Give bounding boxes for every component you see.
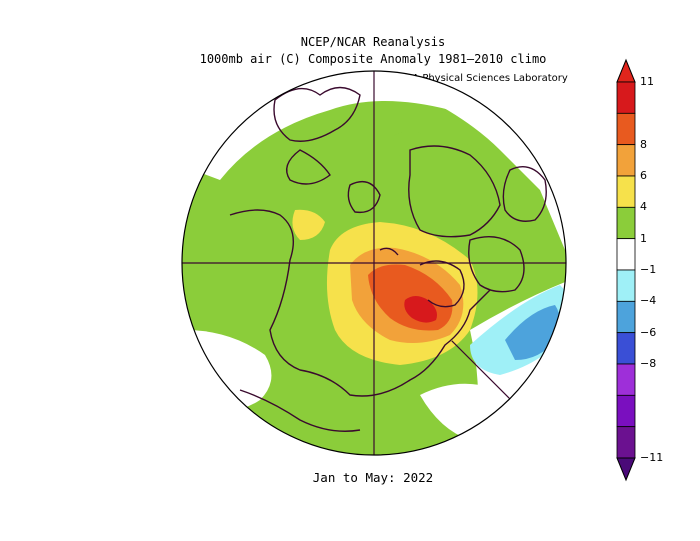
colorbar-segment xyxy=(616,206,636,240)
meridian-diagonal xyxy=(373,262,511,400)
colorbar-tick-label: 8 xyxy=(640,137,647,151)
cold-anomaly-mid xyxy=(505,305,560,360)
title-line-2: 1000mb air (C) Composite Anomaly 1981–20… xyxy=(199,52,547,66)
colorbar-tick-label: −1 xyxy=(640,263,657,276)
colorbar-segment xyxy=(616,426,636,459)
colorbar-tick-label: 6 xyxy=(640,169,647,182)
colorbar-segment xyxy=(616,175,636,208)
colorbar-segment xyxy=(616,81,636,114)
green-patch-north xyxy=(393,131,430,160)
colorbar-segments xyxy=(616,81,636,459)
credit-label: NOAA Physical Sciences Laboratory xyxy=(390,73,568,84)
title-line-1: NCEP/NCAR Reanalysis xyxy=(300,35,446,49)
warm-anomaly-red xyxy=(404,296,437,323)
colorbar-tick-label: 11 xyxy=(640,75,654,88)
colorbar-segment xyxy=(616,394,636,428)
warm-anomaly-yellow-west xyxy=(292,209,325,240)
colorbar-segment xyxy=(616,332,636,365)
colorbar-top-arrow xyxy=(616,58,636,83)
colorbar-tick-label: −6 xyxy=(640,325,657,339)
colorbar-tick-label: −8 xyxy=(640,357,657,370)
colorbar-tick-label: 1 xyxy=(640,231,647,245)
colorbar-segment xyxy=(616,363,636,396)
colorbar-segment xyxy=(616,269,636,302)
colorbar-segment xyxy=(616,112,636,146)
colorbar-tick-label: −4 xyxy=(640,294,657,308)
period-label: Jan to May: 2022 xyxy=(312,470,434,485)
map-boundary xyxy=(181,70,567,456)
colorbar-segment xyxy=(616,238,636,271)
colorbar-tick-label: 4 xyxy=(640,200,647,214)
colorbar-tick-label: −11 xyxy=(640,451,664,464)
coastlines xyxy=(229,86,547,432)
colorbar-bottom-arrow xyxy=(616,457,636,482)
colorbar-segment xyxy=(616,144,636,177)
colorbar-segment xyxy=(616,300,636,334)
green-patch-greenland xyxy=(440,144,498,206)
